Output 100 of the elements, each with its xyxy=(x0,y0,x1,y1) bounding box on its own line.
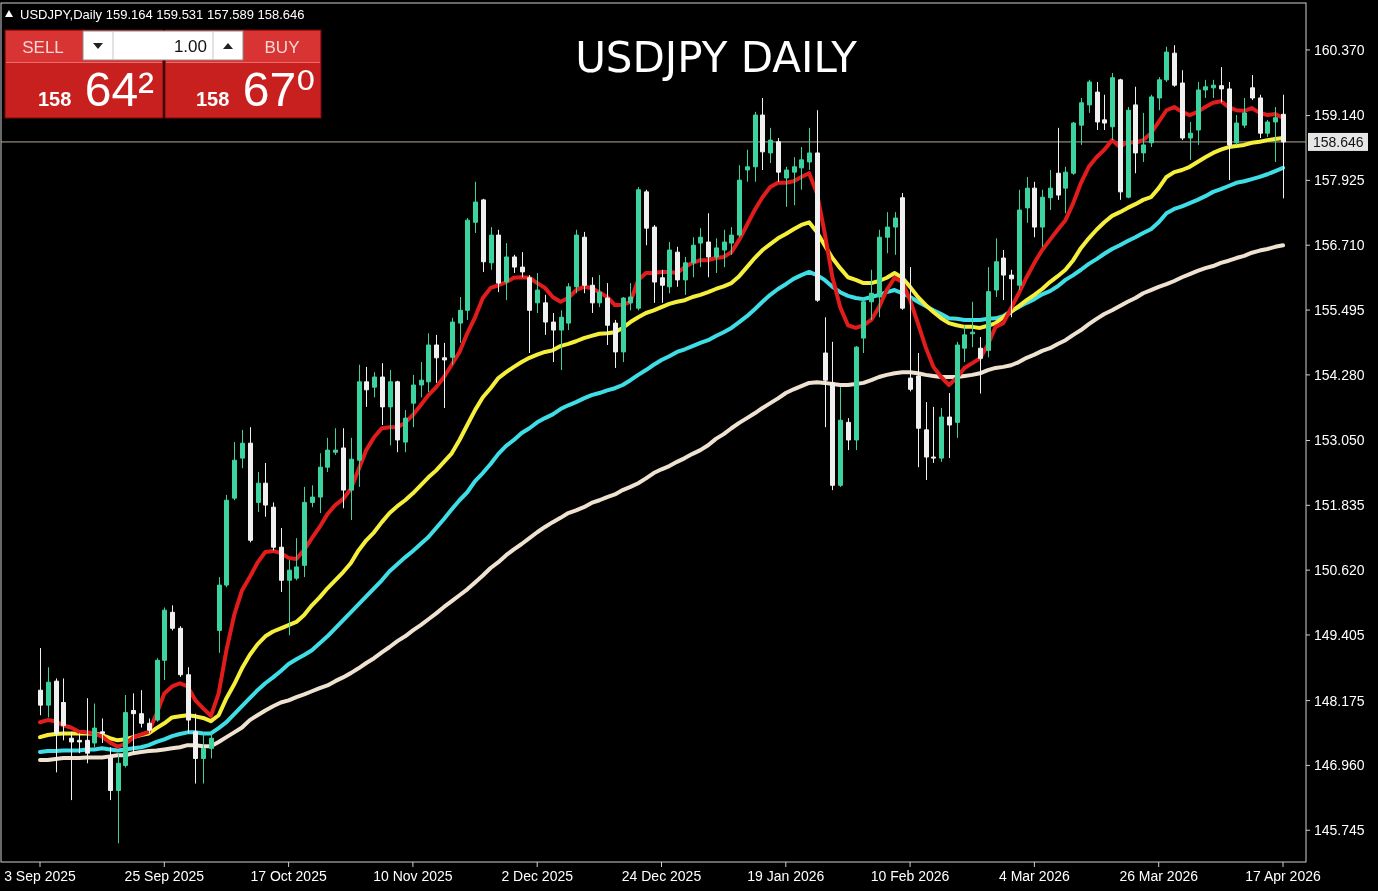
candlestick xyxy=(357,364,362,488)
candlestick xyxy=(978,336,983,395)
candlestick xyxy=(38,647,43,716)
y-tick-label: 159.140 xyxy=(1314,107,1365,124)
candlestick xyxy=(543,294,548,336)
candlestick xyxy=(263,462,268,518)
candlestick xyxy=(1149,94,1154,148)
candlestick xyxy=(325,437,330,473)
candlestick xyxy=(271,501,276,551)
candlestick xyxy=(426,332,431,393)
candlestick xyxy=(403,409,408,453)
candlestick xyxy=(54,677,59,773)
x-tick-label: 25 Sep 2025 xyxy=(124,868,205,884)
candlestick xyxy=(287,559,292,636)
y-tick-label: 145.745 xyxy=(1314,822,1365,839)
candlestick xyxy=(458,296,463,344)
candlestick xyxy=(155,657,160,723)
candlestick xyxy=(535,272,540,314)
candlestick xyxy=(1172,44,1177,88)
candlestick xyxy=(893,211,898,256)
candlestick xyxy=(1211,79,1216,99)
candlestick xyxy=(729,226,734,256)
candlestick xyxy=(667,241,672,294)
candlestick xyxy=(256,471,261,513)
candlestick xyxy=(186,666,191,734)
candlestick xyxy=(85,697,90,764)
candlestick xyxy=(660,269,665,304)
candlestick xyxy=(1281,94,1286,199)
candlestick xyxy=(838,386,843,488)
candlestick xyxy=(193,713,198,785)
candlestick xyxy=(1265,119,1270,138)
candlestick xyxy=(768,127,773,164)
y-tick-label: 150.620 xyxy=(1314,562,1365,579)
candlestick xyxy=(807,127,812,171)
candlestick xyxy=(908,266,913,392)
y-tick-label: 149.405 xyxy=(1314,626,1365,643)
candlestick xyxy=(722,229,727,268)
candlestick xyxy=(737,164,742,238)
candlestick xyxy=(994,237,999,298)
y-tick-label: 157.925 xyxy=(1314,172,1365,189)
candlestick xyxy=(1102,94,1107,131)
candlestick xyxy=(380,362,385,426)
candlestick xyxy=(962,324,967,363)
x-tick-label: 4 Mar 2026 xyxy=(998,868,1071,884)
y-tick-label: 153.050 xyxy=(1314,432,1365,449)
candlestick xyxy=(1219,66,1224,103)
candlestick xyxy=(830,341,835,491)
x-tick-label: 10 Feb 2026 xyxy=(870,868,950,884)
candlestick xyxy=(333,427,338,456)
candlestick xyxy=(224,494,229,588)
candlestick xyxy=(61,677,66,741)
candlestick xyxy=(885,211,890,254)
candlestick xyxy=(527,274,532,354)
candlestick xyxy=(714,237,719,274)
candlestick xyxy=(869,269,874,321)
candlestick xyxy=(1203,79,1208,99)
candlestick xyxy=(100,717,105,744)
annotation: BUY xyxy=(264,38,300,57)
candlestick xyxy=(559,309,564,371)
candlestick xyxy=(1048,169,1053,211)
x-tick-label: 2 Dec 2025 xyxy=(501,868,574,884)
annotation: 158 67⁰ xyxy=(196,63,316,116)
candlestick xyxy=(1025,176,1030,224)
candlestick xyxy=(1188,121,1193,161)
x-tick-label: 17 Oct 2025 xyxy=(250,868,327,884)
candlestick xyxy=(147,717,152,734)
candlestick xyxy=(939,407,944,463)
candlestick xyxy=(123,694,128,769)
candlestick xyxy=(745,149,750,183)
candlestick xyxy=(1017,189,1022,291)
candlestick xyxy=(566,282,571,331)
candlestick xyxy=(776,137,781,183)
annotation: 1.00 xyxy=(173,37,207,56)
candlestick xyxy=(465,217,470,321)
candlestick xyxy=(209,731,214,759)
candlestick xyxy=(1110,72,1115,141)
x-tick-label: 26 Mar 2026 xyxy=(1119,868,1199,884)
candlestick xyxy=(217,576,222,654)
candlestick xyxy=(318,452,323,514)
candlestick xyxy=(1133,86,1138,174)
candlestick xyxy=(473,181,478,234)
candlestick xyxy=(77,732,82,754)
candlestick xyxy=(372,371,377,398)
x-tick-label: 24 Dec 2025 xyxy=(621,868,702,884)
candlestick xyxy=(823,316,828,428)
x-tick-label: 19 Jan 2026 xyxy=(747,868,825,884)
candlestick xyxy=(1118,78,1123,201)
candlestick xyxy=(582,231,587,294)
candlestick xyxy=(310,484,315,508)
candlestick xyxy=(294,537,299,581)
candlestick xyxy=(496,229,501,293)
candlestick xyxy=(388,369,393,446)
candlestick xyxy=(92,703,97,748)
candlestick xyxy=(395,380,400,453)
candlestick xyxy=(1258,94,1263,139)
candlestick xyxy=(341,427,346,509)
candlestick xyxy=(1273,106,1278,163)
x-tick-label: 3 Sep 2025 xyxy=(4,868,77,884)
y-tick-label: 151.835 xyxy=(1314,497,1365,514)
candlestick xyxy=(434,334,439,384)
